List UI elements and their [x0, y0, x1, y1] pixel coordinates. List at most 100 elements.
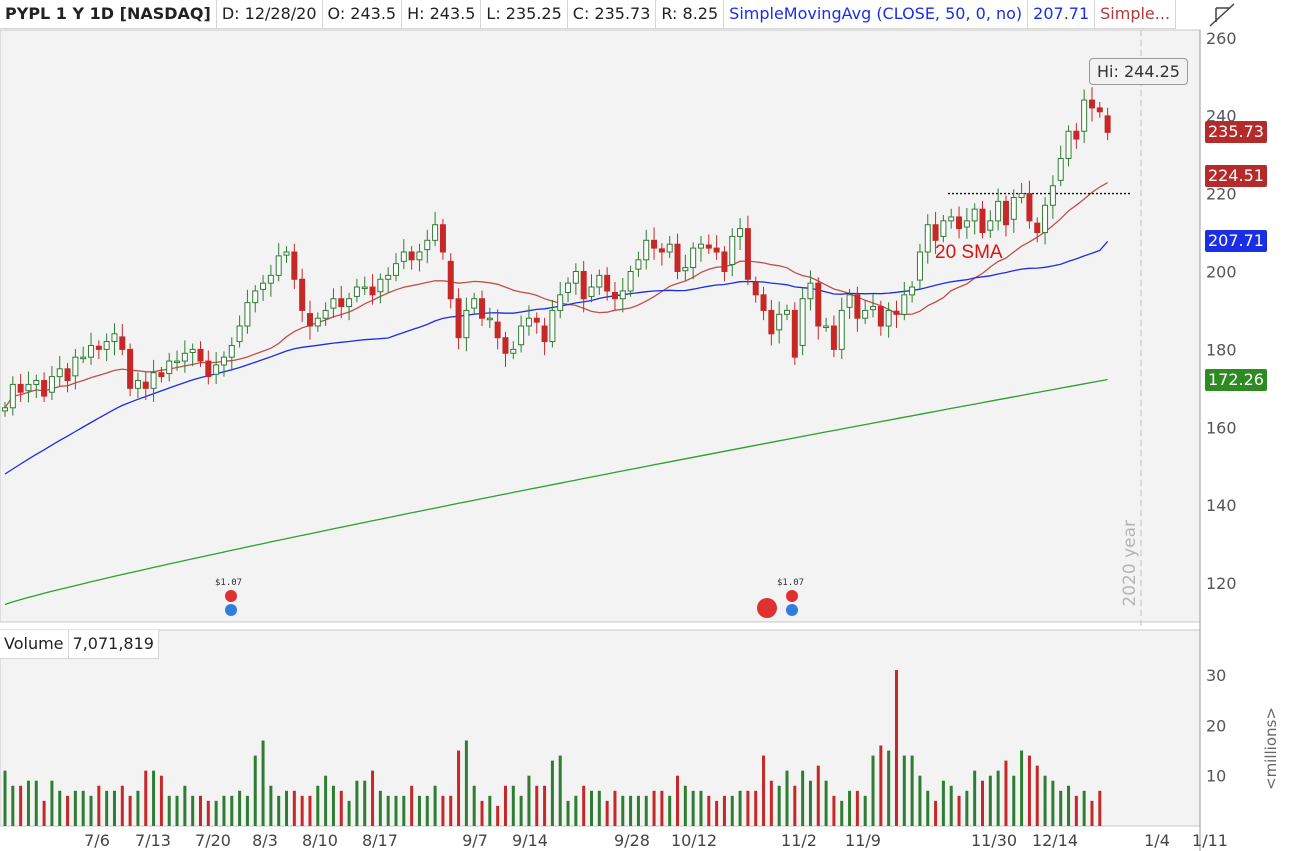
volume-bar	[457, 750, 461, 826]
candle	[690, 242, 697, 280]
volume-bar	[668, 795, 672, 826]
x-tick-label: 10/12	[671, 831, 717, 850]
volume-bar	[605, 800, 609, 826]
candle	[893, 300, 900, 328]
volume-bar	[496, 805, 500, 826]
year-label: 2020 year	[1120, 520, 1140, 607]
candle-body	[346, 298, 353, 308]
candle-body	[713, 247, 720, 253]
volume-bar	[26, 780, 30, 826]
x-tick-label: 8/17	[362, 831, 398, 850]
candle-body	[643, 239, 650, 261]
candle	[1104, 107, 1111, 141]
candle-body	[588, 286, 595, 297]
candle-body	[33, 380, 40, 385]
volume-bar	[527, 775, 531, 826]
volume-bar	[144, 770, 148, 826]
volume-bar	[597, 790, 601, 826]
candle	[25, 371, 32, 403]
candle-body	[275, 255, 282, 276]
candle-body	[799, 298, 806, 346]
candle	[439, 218, 446, 260]
candle	[432, 211, 439, 247]
volume-bar	[316, 785, 320, 826]
candle-body	[220, 356, 227, 366]
candle-body	[995, 200, 1002, 222]
volume-bar	[543, 785, 547, 826]
candle-body	[494, 321, 501, 339]
candle-body	[870, 306, 877, 311]
volume-bar	[715, 800, 719, 826]
candle	[1002, 195, 1009, 237]
candle	[1034, 217, 1041, 243]
candle	[166, 352, 173, 382]
candle-body	[291, 251, 298, 280]
candle	[72, 348, 79, 390]
sma20-study-label[interactable]: Simple...	[1095, 0, 1177, 28]
volume-bar	[574, 795, 578, 826]
candle-body	[963, 220, 970, 228]
candle	[697, 236, 704, 262]
candle	[948, 208, 955, 229]
symbol-label[interactable]: PYPL 1 Y 1D [NASDAQ]	[0, 0, 217, 28]
candle	[635, 251, 642, 277]
candle	[1057, 145, 1064, 187]
candle-body	[823, 325, 830, 328]
candle	[901, 281, 908, 321]
volume-bar	[973, 770, 977, 826]
candle-body	[611, 292, 618, 300]
candle-body	[142, 381, 149, 389]
candle-body	[330, 298, 337, 309]
volume-bar	[871, 755, 875, 826]
price-tick-label: 200	[1206, 262, 1237, 281]
volume-bar	[981, 780, 984, 826]
volume-bar	[746, 790, 750, 826]
volume-bar	[644, 795, 648, 826]
drawing-tools-icon[interactable]	[1208, 2, 1236, 28]
candle	[995, 188, 1002, 231]
candle	[979, 200, 986, 239]
volume-bar	[425, 795, 429, 826]
candle-body	[893, 310, 900, 315]
candle-body	[956, 216, 963, 230]
earnings-icon	[757, 598, 777, 618]
candle	[416, 243, 423, 272]
volume-bar	[824, 780, 828, 826]
candle	[854, 286, 861, 332]
candle-body	[604, 274, 611, 292]
x-tick-label: 8/10	[302, 831, 338, 850]
candle-body	[666, 243, 673, 253]
volume-bar	[762, 755, 766, 826]
candle-body	[815, 282, 822, 327]
volume-bar	[566, 800, 570, 826]
candle-body	[862, 309, 869, 319]
candle-body	[400, 251, 407, 262]
dividend-label: $1.07	[777, 578, 805, 588]
volume-bar	[238, 790, 242, 826]
candle-body	[705, 244, 712, 249]
candle-body	[565, 282, 572, 294]
volume-bar	[433, 785, 437, 826]
candle-body	[752, 281, 759, 296]
candle-body	[690, 247, 697, 269]
volume-bar	[112, 790, 116, 826]
candle-body	[1034, 222, 1041, 234]
candle	[971, 203, 978, 235]
candle-body	[1002, 200, 1009, 226]
volume-bar	[285, 790, 289, 826]
candle-body	[353, 286, 360, 297]
candle-body	[322, 309, 329, 319]
volume-bar	[292, 790, 296, 826]
volume-bar	[683, 785, 687, 826]
candle-body	[252, 290, 259, 304]
volume-bar	[42, 800, 46, 826]
candle-body	[361, 286, 368, 290]
candle	[721, 246, 728, 282]
volume-bar	[277, 795, 281, 826]
candle	[713, 235, 720, 260]
sma50-study-label[interactable]: SimpleMovingAvg (CLOSE, 50, 0, no)	[724, 0, 1029, 28]
candle-body	[385, 274, 392, 280]
candle	[1088, 87, 1095, 122]
candle-body	[729, 235, 736, 265]
volume-bar	[441, 795, 445, 826]
